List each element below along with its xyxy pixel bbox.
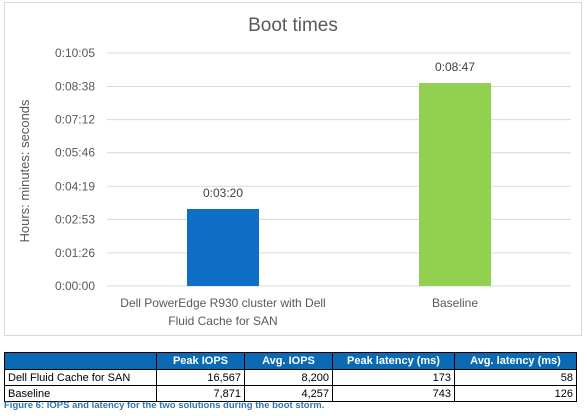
y-axis-label: Hours: minutes: seconds — [17, 99, 32, 243]
table-header-cell: Avg. latency (ms) — [454, 352, 577, 370]
table-header-cell: Peak latency (ms) — [332, 352, 455, 370]
table-cell: 743 — [332, 385, 455, 402]
chart-title: Boot times — [248, 15, 338, 36]
iops-latency-table: Peak IOPS Avg. IOPS Peak latency (ms) Av… — [4, 352, 577, 402]
table-cell: 16,567 — [156, 369, 245, 386]
data-label: 0:03:20 — [203, 186, 243, 200]
table-header-cell: Peak IOPS — [156, 352, 245, 370]
figure-caption: Figure 6: IOPS and latency for the two s… — [4, 400, 325, 411]
table-cell: 58 — [454, 369, 577, 386]
table-cell: 8,200 — [244, 369, 333, 386]
table-header-cell — [4, 352, 157, 370]
y-tick-label: 0:10:05 — [55, 46, 95, 60]
category-label: Dell PowerEdge R930 cluster with Dell Flu… — [120, 296, 325, 328]
table-cell: Baseline — [4, 385, 157, 402]
bar — [419, 83, 491, 286]
table-cell: 7,871 — [156, 385, 245, 402]
y-tick-label: 0:04:19 — [55, 179, 95, 193]
y-tick-label: 0:00:00 — [55, 279, 95, 293]
table-cell: 126 — [454, 385, 577, 402]
y-tick-label: 0:05:46 — [55, 146, 95, 160]
boot-times-chart: Boot times Hours: minutes: seconds 0:00:… — [17, 15, 571, 328]
table-cell: 173 — [332, 369, 455, 386]
table-row: Dell Fluid Cache for SAN 16,567 8,200 17… — [4, 369, 577, 386]
y-tick-label: 0:08:38 — [55, 80, 95, 94]
chart-frame: Boot times Hours: minutes: seconds 0:00:… — [4, 2, 582, 336]
table-cell: 4,257 — [244, 385, 333, 402]
table-header-row: Peak IOPS Avg. IOPS Peak latency (ms) Av… — [4, 352, 577, 370]
table-row: Baseline 7,871 4,257 743 126 — [4, 385, 577, 402]
table-cell: Dell Fluid Cache for SAN — [4, 369, 157, 386]
y-tick-label: 0:02:53 — [55, 212, 95, 226]
bar — [187, 208, 259, 286]
y-tick-label: 0:07:12 — [55, 113, 95, 127]
y-tick-label: 0:01:26 — [55, 246, 95, 260]
table-header-cell: Avg. IOPS — [244, 352, 333, 370]
category-label: Baseline — [432, 296, 478, 310]
data-label: 0:08:47 — [435, 60, 475, 74]
